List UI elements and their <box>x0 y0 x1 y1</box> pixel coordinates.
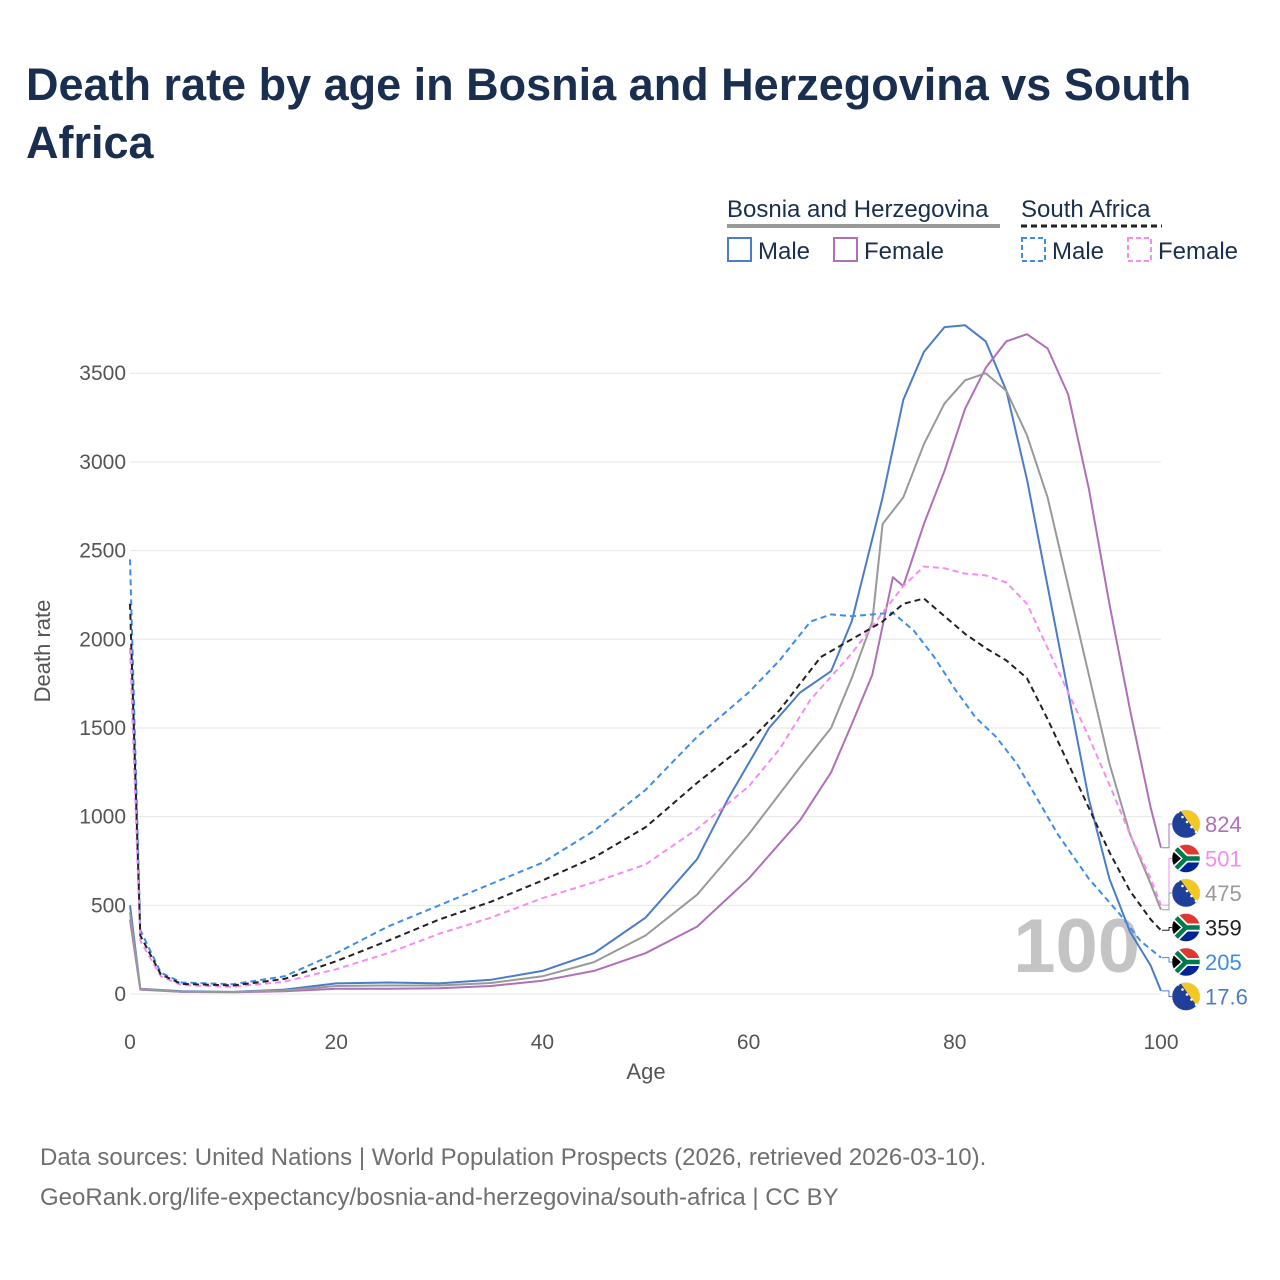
bosnia-flag-icon <box>1171 982 1201 1011</box>
x-axis-label: Age <box>626 1059 665 1084</box>
end-value-label-4: 501 <box>1205 847 1242 872</box>
x-tick-20: 20 <box>325 1031 348 1054</box>
end-value-label-3: 205 <box>1205 950 1242 975</box>
legend-label-zaf-male: Male <box>1052 238 1104 265</box>
end-label-connector-3 <box>1162 957 1173 963</box>
series-line-1 <box>129 333 1162 994</box>
end-label-connector-5 <box>1162 927 1173 931</box>
bosnia-flag-icon <box>1171 809 1201 839</box>
source-note: Data sources: United Nations | World Pop… <box>40 1138 986 1218</box>
legend-label-zaf-female: Female <box>1158 238 1238 265</box>
south-africa-flag-icon <box>1171 844 1201 873</box>
end-label-connector-2 <box>1162 892 1173 911</box>
series-line-5 <box>129 597 1162 987</box>
source-line-1: Data sources: United Nations | World Pop… <box>40 1144 987 1171</box>
chart-title: Death rate by age in Bosnia and Herzegov… <box>26 59 1192 168</box>
end-value-label-0: 17.6 <box>1205 985 1248 1010</box>
y-tick-500: 500 <box>91 894 126 917</box>
gridlines <box>130 372 1161 995</box>
x-tick-80: 80 <box>943 1031 966 1054</box>
y-tick-2500: 2500 <box>79 540 126 563</box>
source-line-2: GeoRank.org/life-expectancy/bosnia-and-h… <box>40 1184 839 1211</box>
x-tick-40: 40 <box>531 1031 554 1054</box>
series-line-0 <box>129 324 1162 993</box>
end-value-label-1: 824 <box>1205 812 1242 837</box>
south-africa-flag-icon <box>1171 947 1201 977</box>
x-tick-100: 100 <box>1143 1031 1178 1054</box>
y-tick-2000: 2000 <box>79 628 126 651</box>
legend-swatch-bih-male <box>727 237 752 262</box>
end-label-connector-0 <box>1162 990 1173 997</box>
end-value-label-5: 359 <box>1205 916 1242 941</box>
y-tick-3500: 3500 <box>79 362 126 385</box>
x-tick-0: 0 <box>124 1031 136 1054</box>
series-line-4 <box>129 565 1162 988</box>
series-line-3 <box>129 559 1162 986</box>
legend-swatch-bih-female <box>833 237 858 262</box>
y-tick-1500: 1500 <box>79 717 126 740</box>
legend-swatch-zaf-female <box>1127 237 1152 262</box>
end-labels: 824 501 475 359 205 17.6 <box>1162 809 1248 1011</box>
x-axis-ticks: 0 20 40 60 80 100 <box>124 1031 1178 1054</box>
end-label-connector-4 <box>1162 858 1173 906</box>
south-africa-flag-icon <box>1171 913 1201 942</box>
legend-country-bih: Bosnia and Herzegovina <box>727 196 989 223</box>
y-tick-1000: 1000 <box>79 806 126 829</box>
series-lines <box>129 324 1162 994</box>
y-tick-3000: 3000 <box>79 451 126 474</box>
legend: Bosnia and Herzegovina Male Female South… <box>727 196 1238 265</box>
y-tick-0: 0 <box>114 983 126 1006</box>
end-label-connector-1 <box>1162 823 1173 849</box>
y-axis-label: Death rate <box>30 600 55 703</box>
age-watermark: 100 <box>1013 904 1140 989</box>
legend-label-bih-male: Male <box>758 238 810 265</box>
y-axis-ticks: 0 500 1000 1500 2000 2500 3000 3500 <box>79 362 126 1006</box>
bosnia-flag-icon <box>1171 878 1201 908</box>
legend-label-bih-female: Female <box>864 238 944 265</box>
series-line-2 <box>129 372 1162 993</box>
line-chart: 0 500 1000 1500 2000 2500 3000 3500 0 20 40 60 80 10… <box>30 196 1248 1084</box>
legend-swatch-zaf-male <box>1021 237 1046 262</box>
end-value-label-2: 475 <box>1205 881 1242 906</box>
x-tick-60: 60 <box>737 1031 760 1054</box>
legend-country-zaf: South Africa <box>1021 196 1151 223</box>
